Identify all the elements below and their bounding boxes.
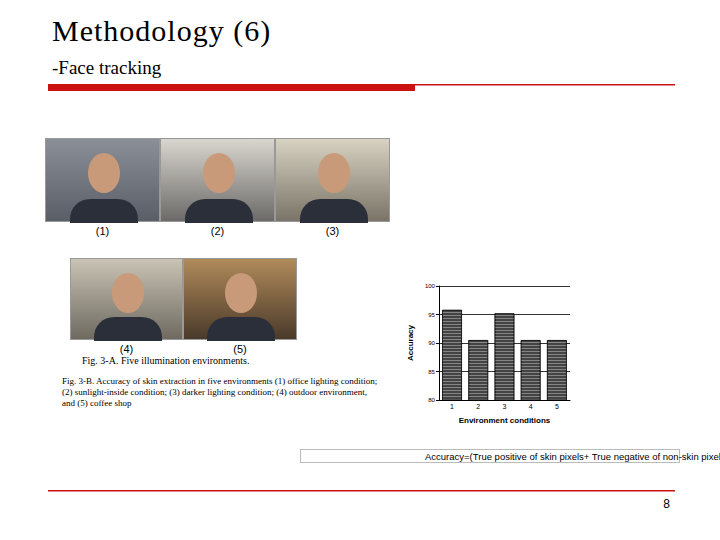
svg-text:100: 100 [425,283,436,289]
svg-text:5: 5 [555,403,559,410]
svg-text:95: 95 [428,312,435,318]
svg-text:4: 4 [529,403,533,410]
html-text:8: 8 [663,497,670,511]
html-text:Methodology (6): Methodology (6) [52,14,272,47]
svg-text:Accuracy: Accuracy [406,324,415,361]
html-text:Fig. 3-A. Five illumination en: Fig. 3-A. Five illumination environments… [82,355,250,366]
html-text:(2): (2) [210,225,225,237]
html-text:(4): (4) [119,343,134,355]
svg-text:90: 90 [428,340,435,346]
html-text:-Face tracking: -Face tracking [52,57,162,78]
html-text:(5): (5) [233,343,247,355]
svg-text:2: 2 [476,403,480,410]
svg-text:3: 3 [503,403,507,410]
svg-text:1: 1 [450,403,454,410]
svg-text:80: 80 [428,397,435,403]
html-text:(1): (1) [95,225,110,237]
html-text:Fig. 3-B. Accuracy of skin ext: Fig. 3-B. Accuracy of skin extraction in… [62,376,378,408]
svg-text:85: 85 [428,369,435,375]
html-text:(3): (3) [325,225,340,237]
svg-text:Environment conditions: Environment conditions [459,416,551,425]
